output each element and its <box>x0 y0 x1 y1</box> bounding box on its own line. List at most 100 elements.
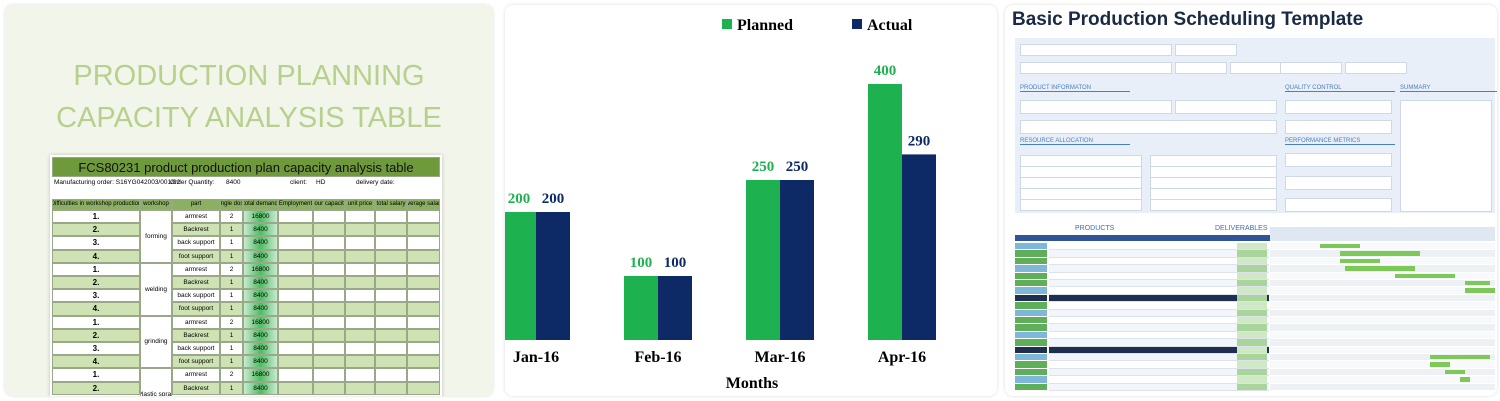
status-cell <box>1015 294 1047 302</box>
row-number: 2. <box>52 328 140 342</box>
bar <box>658 276 692 340</box>
part-cell: armrest <box>172 210 220 224</box>
data-label: 100 <box>664 255 687 271</box>
section-heading: PERFORMANCE METRICS <box>1285 138 1395 145</box>
empty-cell <box>375 302 407 316</box>
row-band <box>1049 376 1269 384</box>
bar <box>746 180 780 340</box>
status-cell <box>1015 376 1047 383</box>
empty-cell <box>313 276 345 290</box>
part-cell: armrest <box>172 368 220 382</box>
empty-cell <box>375 236 407 250</box>
row-band <box>1049 302 1269 310</box>
dose-cell: 1 <box>220 236 243 250</box>
gantt-bar <box>1445 369 1465 375</box>
template-card-planning[interactable]: PRODUCTION PLANNING CAPACITY ANALYSIS TA… <box>5 5 493 396</box>
spreadsheet: FCS80231 product production plan capacit… <box>50 155 442 396</box>
status-cell <box>1015 309 1047 316</box>
column-header: hour capacity <box>313 199 345 210</box>
qty-cell <box>1237 361 1267 368</box>
status-cell <box>1015 243 1047 250</box>
empty-cell <box>375 342 407 356</box>
empty-cell <box>278 381 313 395</box>
field-box <box>1345 62 1407 74</box>
row-band <box>1049 324 1269 332</box>
row-band <box>1049 287 1269 295</box>
qty-cell <box>1237 243 1267 250</box>
empty-cell <box>278 342 313 356</box>
timeline-row <box>1270 257 1495 265</box>
status-cell <box>1015 250 1047 257</box>
data-label: 100 <box>630 255 653 271</box>
empty-cell <box>278 355 313 369</box>
status-cell <box>1015 324 1047 331</box>
qty-cell <box>1237 331 1267 339</box>
field-box <box>1285 100 1392 114</box>
qty-cell <box>1237 383 1267 390</box>
column-header: Difficulties in workshop production <box>52 199 140 210</box>
field-box <box>1020 199 1142 211</box>
timeline-row <box>1270 294 1495 302</box>
demand-cell: 8400 <box>243 381 278 395</box>
empty-cell <box>345 262 375 276</box>
data-label: 250 <box>786 159 809 175</box>
empty-cell <box>313 355 345 369</box>
timeline-row <box>1270 331 1495 339</box>
row-number: 1. <box>52 315 140 329</box>
status-cell <box>1015 317 1047 324</box>
empty-cell <box>313 368 345 382</box>
empty-cell <box>278 289 313 303</box>
empty-cell <box>407 249 440 263</box>
timeline-row <box>1270 243 1495 250</box>
demand-cell: 8400 <box>243 328 278 342</box>
dose-cell: 1 <box>220 289 243 303</box>
data-label: 290 <box>908 133 931 149</box>
empty-cell <box>313 328 345 342</box>
dose-cell: 2 <box>220 368 243 382</box>
row-band <box>1049 339 1269 347</box>
qty-cell <box>1237 324 1267 331</box>
field-box <box>1175 100 1277 114</box>
qty-cell <box>1237 317 1267 324</box>
dose-cell: 1 <box>220 342 243 356</box>
row-number: 1. <box>52 262 140 276</box>
empty-cell <box>313 249 345 263</box>
status-cell <box>1015 383 1047 390</box>
template-card-chart[interactable]: Months Jan-16 200 200 Feb-16 100 100 Mar-16 250… <box>505 5 997 396</box>
part-cell: Backrest <box>172 223 220 237</box>
empty-cell <box>313 289 345 303</box>
empty-cell <box>375 223 407 237</box>
qty-cell <box>1237 368 1267 376</box>
bar <box>902 154 936 340</box>
demand-cell: 8400 <box>243 223 278 237</box>
column-header: part <box>172 199 220 210</box>
row-band <box>1049 265 1269 273</box>
field-box <box>1150 199 1277 211</box>
demand-cell: 8400 <box>243 289 278 303</box>
empty-cell <box>407 355 440 369</box>
status-cell <box>1015 368 1047 376</box>
timeline-row <box>1270 287 1495 294</box>
qty-cell <box>1237 309 1267 316</box>
part-cell: back support <box>172 342 220 356</box>
bar <box>624 276 658 340</box>
part-cell: foot support <box>172 249 220 263</box>
data-label: 200 <box>508 191 531 207</box>
section-heading: SUMMARY <box>1400 85 1497 92</box>
bar <box>868 84 902 340</box>
part-cell: armrest <box>172 262 220 276</box>
qty-cell <box>1237 272 1267 279</box>
bar <box>780 180 814 340</box>
gantt-area: PRODUCTS DELIVERABLES <box>1015 223 1495 393</box>
timeline-row <box>1270 280 1495 287</box>
empty-cell <box>407 276 440 290</box>
row-number: 4. <box>52 355 140 369</box>
card-title: PRODUCTION PLANNING CAPACITY ANALYSIS TA… <box>56 60 442 134</box>
empty-cell <box>375 368 407 382</box>
field-box <box>1285 176 1392 190</box>
data-label: 250 <box>752 159 775 175</box>
status-cell <box>1015 272 1047 279</box>
part-cell: Backrest <box>172 381 220 395</box>
template-card-scheduling[interactable]: Basic Production Scheduling Template PRO… <box>1005 5 1497 396</box>
field-box <box>1020 100 1172 114</box>
